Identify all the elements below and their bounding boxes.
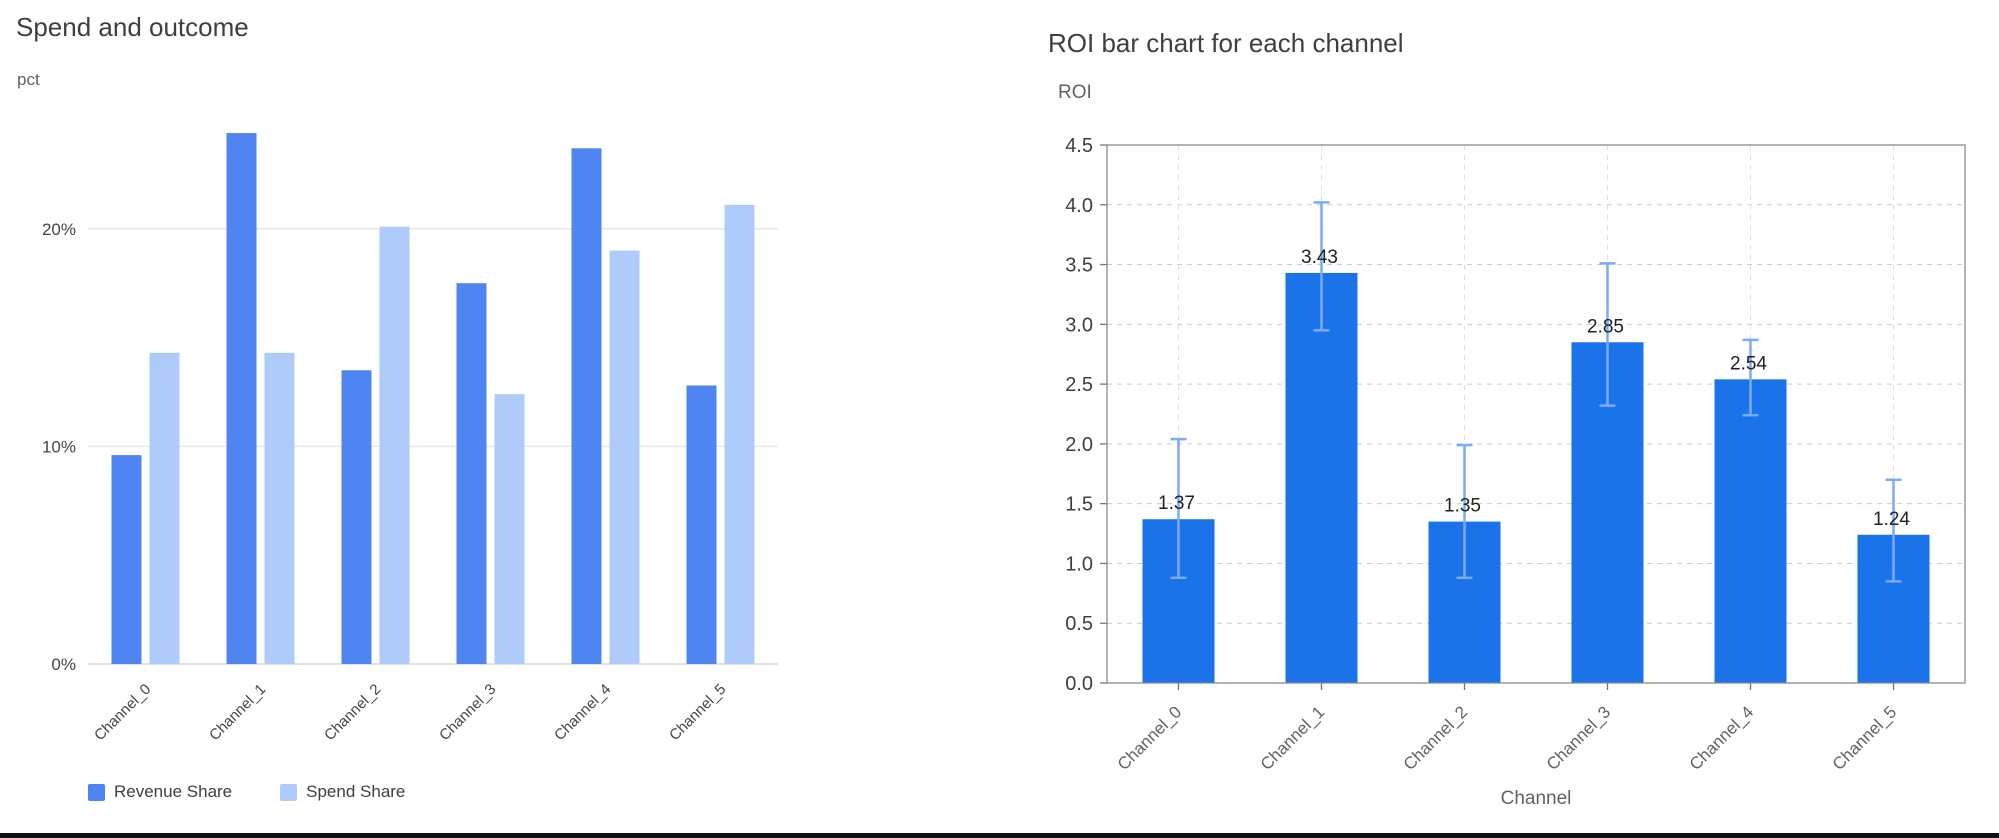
y-tick-label: 1.0 bbox=[1065, 553, 1093, 575]
bar-value-label-channel-0: 1.37 bbox=[1158, 493, 1195, 514]
y-tick-label: 4.0 bbox=[1065, 195, 1093, 217]
plot-border bbox=[1106, 144, 1966, 684]
revenue-share-swatch-icon bbox=[88, 783, 105, 801]
bar-revenue-share-channel-5[interactable] bbox=[686, 385, 717, 664]
bar-value-label-channel-4: 2.54 bbox=[1730, 353, 1767, 374]
x-tick-label: Channel_5 bbox=[1829, 702, 1901, 774]
bar-revenue-share-channel-3[interactable] bbox=[456, 283, 487, 664]
roi-title: ROI bar chart for each channel bbox=[1048, 28, 1404, 58]
bar-value-label-channel-5: 1.24 bbox=[1873, 509, 1910, 530]
roi-y-axis-label: ROI bbox=[1058, 82, 1092, 103]
spend-share-swatch-icon bbox=[280, 783, 298, 801]
spend-share-legend-label: Spend Share bbox=[306, 782, 406, 801]
y-tick-label: 2.0 bbox=[1065, 434, 1093, 456]
x-tick-label: Channel_1 bbox=[206, 681, 269, 744]
spend-outcome-y-axis-unit: pct bbox=[17, 70, 40, 89]
bar-spend-share-channel-2[interactable] bbox=[379, 226, 410, 664]
x-tick-label: Channel_1 bbox=[1257, 702, 1329, 774]
roi-plot: 0.0 0.5 1.0 1.5 2.0 2.5 3.0 3.5 4.0 4.5 1.37 3.43 1.… bbox=[1065, 135, 1966, 774]
bar-spend-share-channel-1[interactable] bbox=[264, 352, 295, 664]
x-tick-label: Channel_2 bbox=[1400, 702, 1472, 774]
roi-bar-channel-1 bbox=[1285, 272, 1358, 683]
spend-outcome-title: Spend and outcome bbox=[16, 12, 249, 42]
roi-x-axis-label: Channel bbox=[1500, 788, 1572, 809]
y-tick-label: 2.5 bbox=[1065, 374, 1093, 396]
y-tick-label: 0% bbox=[51, 655, 76, 674]
spend-outcome-chart: Spend and outcome pct 0% 10% 20% Channel_0 C… bbox=[0, 0, 830, 838]
spend-outcome-plot: 0% 10% 20% Channel_0 Channel_1 Channel_2 Chann… bbox=[42, 133, 778, 744]
bar-revenue-share-channel-2[interactable] bbox=[341, 370, 372, 664]
x-tick-label: Channel_5 bbox=[666, 681, 729, 744]
y-tick-label: 0.5 bbox=[1065, 613, 1093, 635]
bar-value-label-channel-2: 1.35 bbox=[1444, 496, 1481, 517]
x-tick-label: Channel_0 bbox=[1114, 702, 1186, 774]
x-tick-label: Channel_3 bbox=[1543, 702, 1615, 774]
roi-chart: ROI bar chart for each channel ROI 0.0 0.… bbox=[1040, 0, 1999, 838]
bar-spend-share-channel-5[interactable] bbox=[724, 204, 755, 664]
y-tick-label: 4.5 bbox=[1065, 135, 1093, 157]
y-tick-label: 20% bbox=[42, 220, 76, 239]
x-tick-label: Channel_2 bbox=[321, 681, 384, 744]
bar-value-label-channel-1: 3.43 bbox=[1301, 247, 1338, 268]
revenue-share-legend-label: Revenue Share bbox=[114, 782, 233, 801]
spend-outcome-legend: Revenue Share Spend Share bbox=[88, 782, 405, 802]
bar-spend-share-channel-0[interactable] bbox=[149, 352, 180, 664]
window-bottom-border bbox=[0, 833, 1999, 838]
x-tick-label: Channel_3 bbox=[436, 681, 499, 744]
x-tick-label: Channel_4 bbox=[551, 681, 614, 744]
x-tick-label: Channel_0 bbox=[91, 681, 154, 744]
roi-bar-channel-4 bbox=[1714, 379, 1787, 683]
bar-value-label-channel-3: 2.85 bbox=[1587, 316, 1624, 337]
bar-spend-share-channel-4[interactable] bbox=[609, 250, 640, 664]
legend-item-spend-share[interactable]: Spend Share bbox=[280, 782, 405, 802]
y-tick-label: 3.0 bbox=[1065, 314, 1093, 336]
x-tick-label: Channel_4 bbox=[1686, 702, 1758, 774]
bar-revenue-share-channel-4[interactable] bbox=[571, 148, 602, 665]
bar-revenue-share-channel-0[interactable] bbox=[111, 455, 142, 664]
y-tick-label: 1.5 bbox=[1065, 494, 1093, 516]
bar-revenue-share-channel-1[interactable] bbox=[226, 133, 257, 664]
legend-item-revenue-share[interactable]: Revenue Share bbox=[88, 782, 232, 802]
y-tick-label: 0.0 bbox=[1065, 673, 1093, 695]
y-tick-label: 10% bbox=[42, 437, 76, 456]
y-tick-label: 3.5 bbox=[1065, 255, 1093, 277]
bar-spend-share-channel-3[interactable] bbox=[494, 394, 525, 664]
